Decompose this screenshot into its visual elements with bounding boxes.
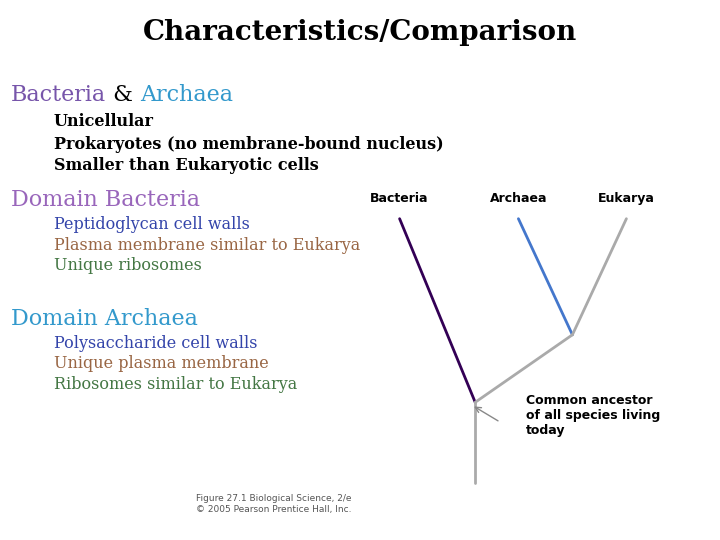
Text: Prokaryotes (no membrane-bound nucleus): Prokaryotes (no membrane-bound nucleus) [54,136,444,153]
Text: Bacteria: Bacteria [11,84,106,106]
Text: Common ancestor
of all species living
today: Common ancestor of all species living to… [526,394,660,437]
Text: Domain Bacteria: Domain Bacteria [11,189,200,211]
Text: Peptidoglycan cell walls: Peptidoglycan cell walls [54,216,250,233]
Text: Ribosomes similar to Eukarya: Ribosomes similar to Eukarya [54,376,297,393]
Text: Unique plasma membrane: Unique plasma membrane [54,355,269,372]
Text: Characteristics/Comparison: Characteristics/Comparison [143,19,577,46]
Text: Polysaccharide cell walls: Polysaccharide cell walls [54,335,258,352]
Text: Bacteria: Bacteria [370,192,429,205]
Text: Archaea: Archaea [140,84,233,106]
Text: Figure 27.1 Biological Science, 2/e
© 2005 Pearson Prentice Hall, Inc.: Figure 27.1 Biological Science, 2/e © 20… [196,494,351,514]
Text: &: & [106,84,140,106]
Text: Smaller than Eukaryotic cells: Smaller than Eukaryotic cells [54,157,319,173]
Text: Archaea: Archaea [490,192,547,205]
Text: Unicellular: Unicellular [54,113,154,130]
Text: Domain Archaea: Domain Archaea [11,308,198,330]
Text: Plasma membrane similar to Eukarya: Plasma membrane similar to Eukarya [54,237,360,253]
Text: Unique ribosomes: Unique ribosomes [54,257,202,274]
Text: Eukarya: Eukarya [598,192,654,205]
